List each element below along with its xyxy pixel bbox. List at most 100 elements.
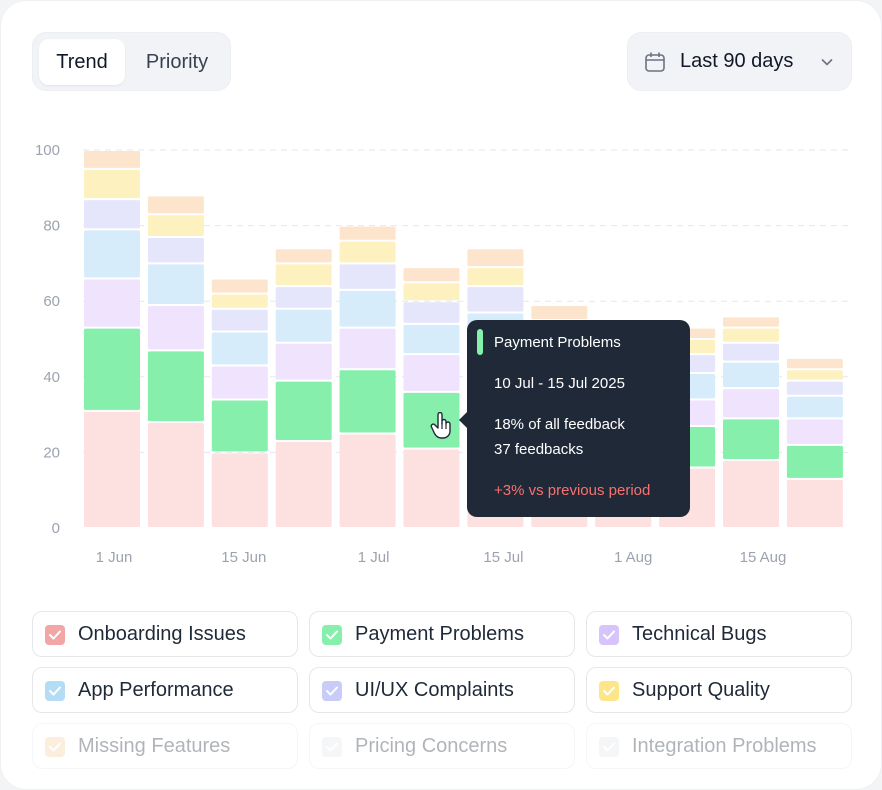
legend-item[interactable]: Integration Problems bbox=[586, 723, 852, 769]
bar-segment bbox=[211, 279, 268, 293]
bar-segment bbox=[84, 151, 140, 168]
bar-stack bbox=[403, 268, 460, 527]
bar-segment bbox=[211, 332, 268, 365]
bar-segment bbox=[403, 283, 460, 301]
legend-label: Support Quality bbox=[632, 679, 770, 701]
bar-segment bbox=[403, 268, 460, 282]
checkbox-icon[interactable] bbox=[599, 737, 619, 757]
bar-segment bbox=[211, 366, 268, 399]
bar-segment bbox=[339, 264, 396, 289]
legend-item[interactable]: Pricing Concerns bbox=[309, 723, 575, 769]
bar-stack bbox=[211, 279, 268, 527]
legend-label: App Performance bbox=[78, 679, 234, 701]
checkbox-icon[interactable] bbox=[599, 625, 619, 645]
bar-segment bbox=[339, 434, 396, 527]
legend-item[interactable]: UI/UX Complaints bbox=[309, 667, 575, 713]
hand-pointer-icon bbox=[430, 411, 454, 445]
bar-segment bbox=[147, 215, 204, 236]
date-range-label: Last 90 days bbox=[680, 50, 794, 72]
bar-segment bbox=[275, 264, 332, 286]
bar-segment bbox=[147, 423, 204, 527]
tooltip-date-range: 10 Jul - 15 Jul 2025 bbox=[494, 375, 625, 392]
bar-segment bbox=[339, 241, 396, 263]
bar-stack bbox=[275, 249, 332, 527]
bar-segment bbox=[467, 249, 524, 267]
bar-stack bbox=[786, 358, 843, 527]
bar-segment bbox=[84, 411, 140, 527]
legend-label: Payment Problems bbox=[355, 623, 524, 645]
checkbox-icon[interactable] bbox=[322, 625, 342, 645]
tooltip-title: Payment Problems bbox=[494, 334, 621, 351]
bar-segment bbox=[275, 249, 332, 263]
bar-segment bbox=[84, 279, 140, 327]
bar-segment bbox=[786, 358, 843, 369]
bar-segment bbox=[723, 343, 779, 361]
checkbox-icon[interactable] bbox=[45, 737, 65, 757]
tooltip-series-swatch bbox=[477, 329, 483, 355]
tooltip-count: 37 feedbacks bbox=[494, 441, 584, 458]
view-toggle: Trend Priority bbox=[32, 32, 231, 91]
bar-segment bbox=[467, 268, 524, 286]
x-tick-label: 1 Jul bbox=[358, 549, 390, 566]
x-tick-label: 1 Aug bbox=[614, 549, 652, 566]
bar-segment bbox=[84, 230, 140, 278]
tab-trend[interactable]: Trend bbox=[39, 39, 125, 85]
checkbox-icon[interactable] bbox=[322, 737, 342, 757]
bar-segment bbox=[403, 449, 460, 527]
legend-label: Onboarding Issues bbox=[78, 623, 246, 645]
tooltip-share: 18% of all feedback bbox=[494, 416, 625, 433]
bar-segment bbox=[786, 370, 843, 380]
bar-segment bbox=[339, 370, 396, 433]
bar-segment bbox=[147, 264, 204, 304]
tooltip-arrow bbox=[459, 412, 467, 428]
legend-label: Integration Problems bbox=[632, 735, 817, 757]
checkbox-icon[interactable] bbox=[599, 681, 619, 701]
legend-item[interactable]: Onboarding Issues bbox=[32, 611, 298, 657]
checkbox-icon[interactable] bbox=[45, 625, 65, 645]
y-tick-label: 100 bbox=[35, 142, 60, 159]
calendar-icon bbox=[644, 51, 666, 78]
x-tick-label: 1 Jun bbox=[96, 549, 133, 566]
tooltip-delta: +3% vs previous period bbox=[494, 482, 651, 499]
bar-stack bbox=[723, 317, 779, 527]
bar-segment bbox=[147, 305, 204, 350]
legend-item[interactable]: Payment Problems bbox=[309, 611, 575, 657]
bar-segment bbox=[84, 200, 140, 229]
bar-segment bbox=[723, 317, 779, 327]
legend-item[interactable]: Technical Bugs bbox=[586, 611, 852, 657]
bar-segment bbox=[211, 294, 268, 308]
bar-segment bbox=[723, 362, 779, 388]
y-tick-label: 80 bbox=[43, 218, 60, 235]
bar-stack bbox=[147, 196, 204, 527]
bar-segment bbox=[786, 445, 843, 478]
legend-label: UI/UX Complaints bbox=[355, 679, 514, 701]
bar-segment bbox=[84, 169, 140, 199]
bar-segment bbox=[211, 309, 268, 331]
bar-segment bbox=[275, 381, 332, 441]
bar-segment bbox=[786, 396, 843, 418]
bar-segment bbox=[339, 290, 396, 327]
checkbox-icon[interactable] bbox=[45, 681, 65, 701]
bar-segment bbox=[723, 419, 779, 459]
legend-label: Missing Features bbox=[78, 735, 231, 757]
bar-segment bbox=[467, 287, 524, 312]
legend-item[interactable]: Support Quality bbox=[586, 667, 852, 713]
checkbox-icon[interactable] bbox=[322, 681, 342, 701]
bar-segment bbox=[275, 343, 332, 380]
bar-segment bbox=[211, 400, 268, 452]
bar-segment bbox=[275, 309, 332, 342]
bar-segment bbox=[723, 389, 779, 418]
legend-item[interactable]: Missing Features bbox=[32, 723, 298, 769]
legend-item[interactable]: App Performance bbox=[32, 667, 298, 713]
bar-segment bbox=[786, 381, 843, 395]
y-tick-label: 60 bbox=[43, 293, 60, 310]
bar-segment bbox=[339, 328, 396, 369]
bar-segment bbox=[147, 196, 204, 214]
bar-segment bbox=[403, 355, 460, 391]
chart-tooltip: Payment Problems 10 Jul - 15 Jul 2025 18… bbox=[459, 320, 690, 517]
date-range-select[interactable]: Last 90 days bbox=[627, 32, 852, 91]
y-tick-label: 0 bbox=[52, 520, 60, 537]
bar-segment bbox=[147, 237, 204, 263]
tab-priority[interactable]: Priority bbox=[145, 51, 209, 73]
